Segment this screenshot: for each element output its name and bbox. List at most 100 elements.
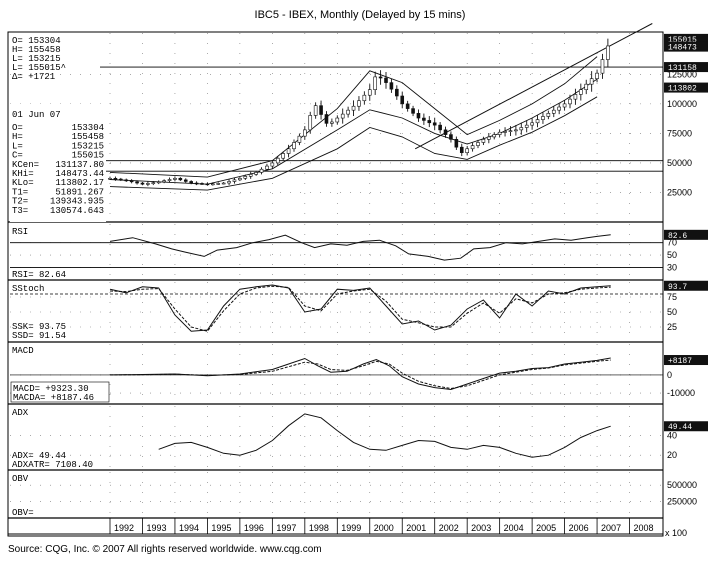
candle-body [503,131,507,133]
value-tag-label: 148473 [668,44,697,53]
chart-title: IBC5 - IBEX, Monthly (Delayed by 15 mins… [255,9,466,21]
rsi-line [109,234,611,261]
candle-body [378,76,383,79]
adx-line [158,413,611,458]
candle-body [487,136,491,140]
candle-body [541,116,545,120]
candle-body [303,129,307,137]
candle-body [135,181,139,184]
candle-body [200,183,204,185]
candle-body [297,135,302,143]
candle-body [238,177,242,181]
ssk-line [109,284,611,332]
year-label: 1998 [309,523,329,533]
candle-body [524,124,529,128]
candle-body [129,180,134,183]
candle-body [156,181,161,184]
readout-label: KHi= [12,169,34,179]
readout-label: KLo= [12,178,34,188]
candle-body [275,157,280,164]
candle-body [259,168,264,173]
candle-body [389,82,394,90]
value-tag [664,421,708,432]
y-tick-label: 500000 [667,480,697,490]
candle-body [438,124,442,131]
readout-value: 131137.80 [55,160,104,170]
candle-body [346,109,350,115]
candle-body [384,77,388,83]
readout-value: 153304 [72,123,104,133]
x-axis-years: 1992 1993 1994 1995 1996 1997 1998 1999 2000 2001… [8,518,663,535]
value-tag [664,41,708,52]
y-tick-label: 50000 [667,158,692,168]
obv-unit-note: x 100 [665,528,687,538]
candle-body [357,100,361,107]
candle-body [227,181,231,184]
y-tick-label: 25 [667,322,677,332]
readout-value: 139343.935 [50,197,104,207]
readout-value: 148473.44 [55,169,104,179]
value-tag [664,229,708,240]
adx-label: ADX [12,408,29,418]
candle-body [400,95,405,105]
candle-body [589,78,594,85]
macd-readout: MACD= +9323.30 [13,384,89,394]
candle-body [584,83,589,90]
readout-label: T2= [12,197,28,207]
candle-body [395,88,399,97]
header-readout-line: O= 153304 [12,36,61,46]
readout-label: T1= [12,187,28,197]
y-tick-label: 25000 [667,187,692,197]
obv-label: OBV [12,474,29,484]
macd-label: MACD [12,346,34,356]
candle-body [292,142,296,150]
candle-body [476,142,480,146]
value-tag [664,62,708,73]
candle-body [351,105,356,111]
year-label: 2006 [569,523,589,533]
year-label: 2007 [601,523,621,533]
candle-body [146,183,150,185]
candle-body [416,113,421,119]
y-tick-label: 40 [667,431,677,441]
readout-value: 51891.267 [55,187,104,197]
macd-readout: MACDA= +8187.46 [13,393,94,403]
readout-box [10,104,106,222]
candle-body [367,89,372,96]
y-tick-label: 125000 [667,69,697,79]
candle-body [173,177,177,180]
candle-body [508,130,513,132]
candle-body [427,120,432,124]
candle-body [189,181,193,184]
value-tag-label: 82.6 [668,232,687,241]
year-label: 2003 [471,523,491,533]
year-label: 2004 [504,523,524,533]
candle-body [432,122,437,126]
header-readout-line: L= 153215 [12,54,61,64]
candle-body [454,139,459,148]
value-tag-label: 155015 [668,36,697,45]
readout-value: 155015 [72,151,104,161]
year-label: 2005 [536,523,556,533]
candle-body [270,162,275,167]
candle-body [108,177,112,180]
year-label: 1996 [244,523,264,533]
channel-lower-line [109,96,598,191]
candle-body [562,103,567,108]
candle-body [151,182,156,184]
sstoch-readout: SSK= 93.75 [12,322,66,332]
value-tag-label: 131158 [668,64,697,73]
candle-body [319,105,323,115]
rsi-panel: 70 50 30 82.6 RSI RSI= 82.64 [8,224,708,281]
candle-body [281,153,285,159]
y-tick-label: 75 [667,292,677,302]
candle-body [286,148,291,154]
readout-label: KCen= [12,160,39,170]
candle-body [178,177,183,181]
year-label: 1997 [276,523,296,533]
year-label: 1992 [114,523,134,533]
year-label: 2002 [439,523,459,533]
year-label: 2008 [634,523,654,533]
year-label: 2001 [406,523,426,533]
value-tag [664,33,708,44]
